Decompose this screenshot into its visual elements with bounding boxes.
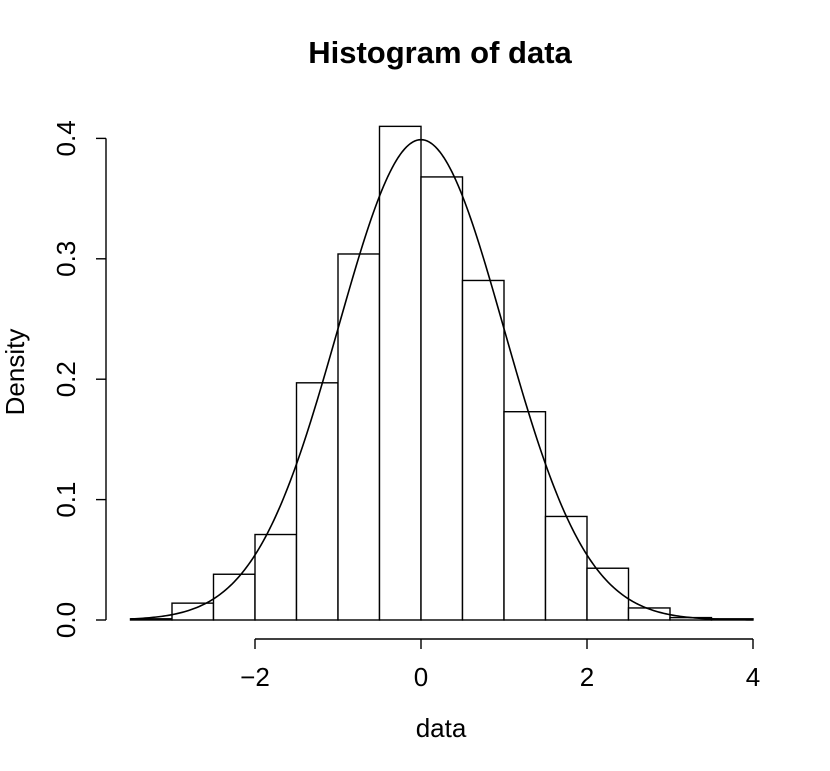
histogram-bar: [337, 253, 381, 621]
x-tick-label: 4: [746, 662, 760, 692]
x-axis: −2 0 2 4: [240, 638, 760, 692]
histogram-bar: [295, 382, 339, 621]
chart-title: Histogram of data: [308, 35, 572, 70]
histogram-bar: [171, 602, 215, 621]
histogram-bar: [378, 125, 422, 621]
histogram-bar: [254, 533, 298, 621]
y-tick-label: 0.0: [51, 602, 81, 638]
y-tick-label: 0.3: [51, 241, 81, 277]
histogram-bar: [503, 411, 547, 621]
x-axis-label: data: [416, 713, 467, 743]
normal-density-curve: [130, 138, 754, 621]
y-tick-label: 0.4: [51, 120, 81, 156]
x-tick-label: −2: [240, 662, 270, 692]
y-axis: 0.0 0.1 0.2 0.3 0.4: [51, 120, 107, 638]
y-tick-label: 0.1: [51, 482, 81, 518]
histogram-bar: [461, 279, 505, 621]
bars-group: [129, 125, 754, 621]
histogram-bar: [420, 176, 464, 621]
x-tick-label: 0: [414, 662, 428, 692]
y-axis-label: Density: [0, 329, 30, 416]
y-tick-label: 0.2: [51, 361, 81, 397]
x-tick-label: 2: [580, 662, 594, 692]
histogram-bar: [544, 515, 588, 621]
